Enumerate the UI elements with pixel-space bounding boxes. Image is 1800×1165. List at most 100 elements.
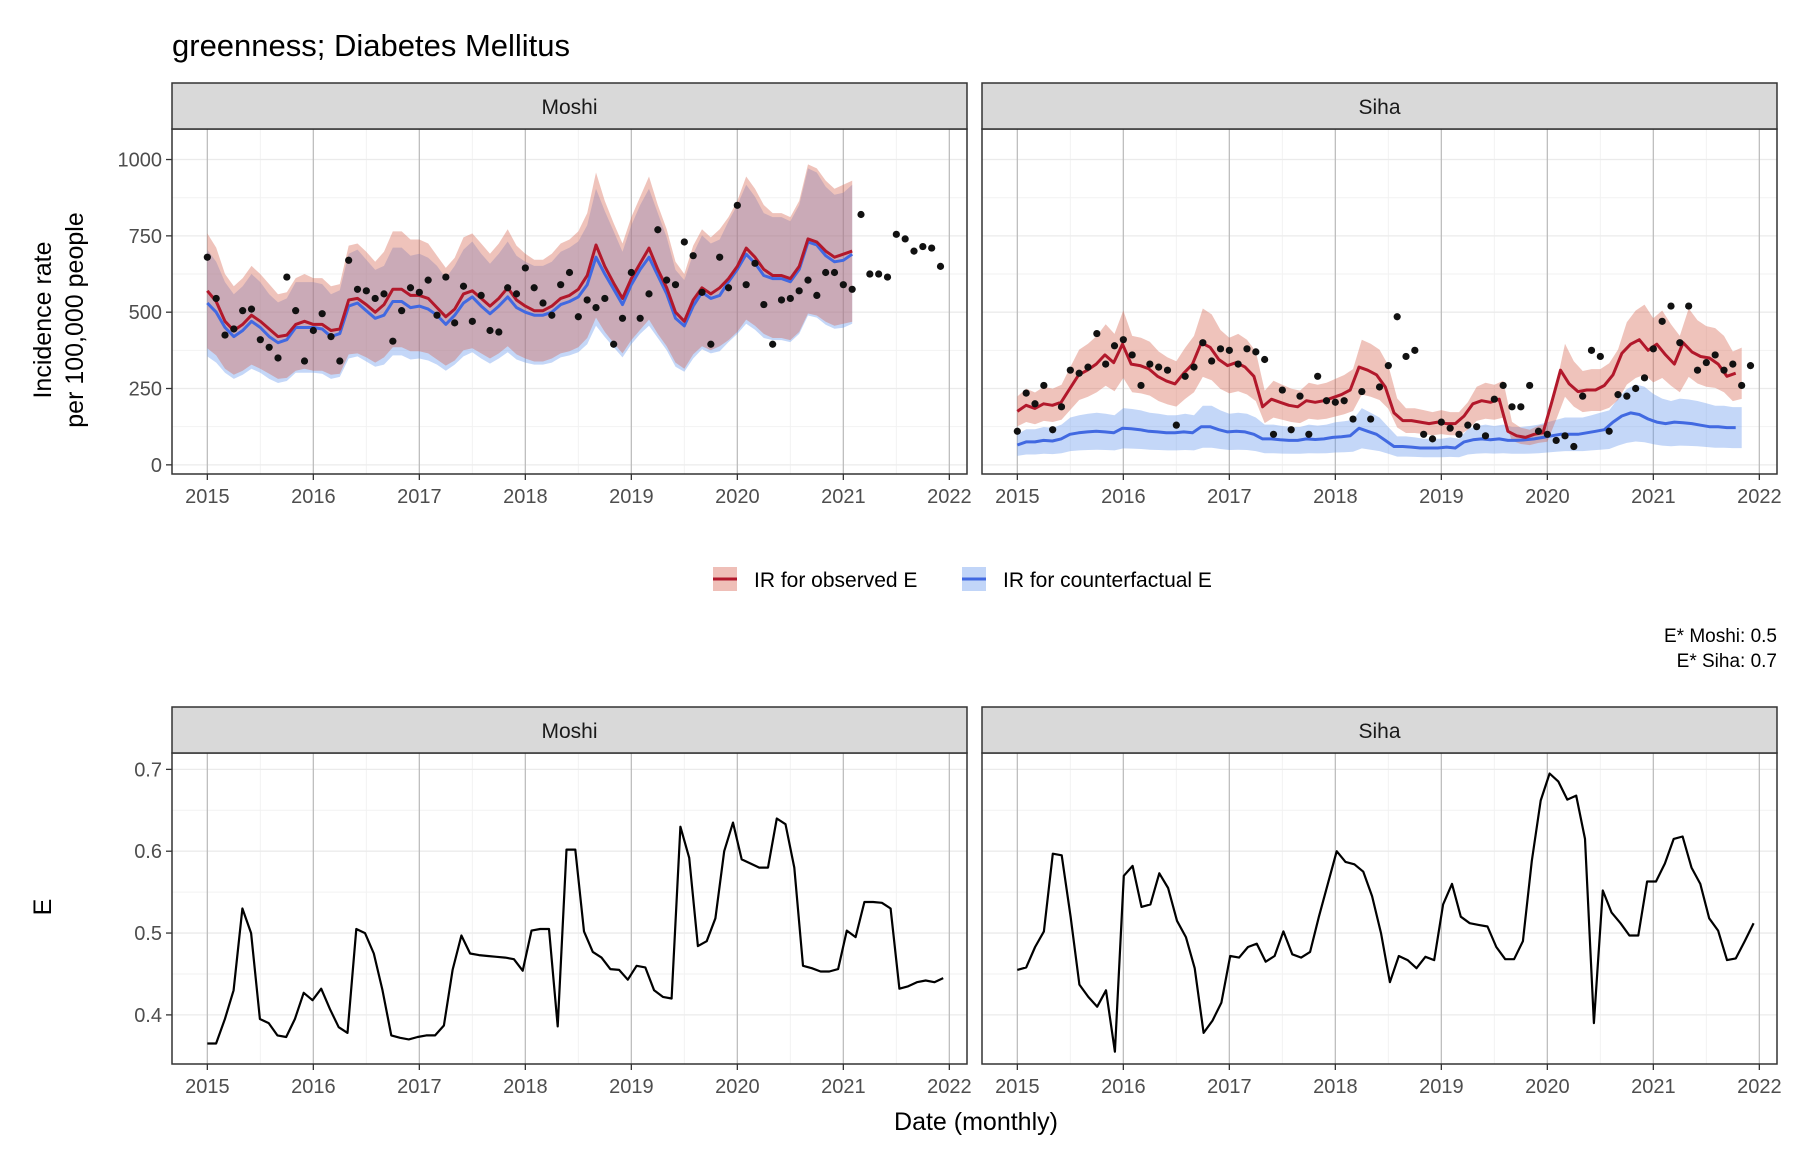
- x-tick-label: 2015: [185, 486, 230, 508]
- data-point: [1314, 372, 1322, 380]
- data-point: [256, 336, 264, 344]
- data-point: [769, 340, 777, 348]
- data-point: [1013, 427, 1021, 435]
- data-point: [1278, 386, 1286, 394]
- x-tick-label: 2021: [821, 1076, 866, 1098]
- data-point: [1490, 395, 1498, 403]
- data-point: [822, 268, 830, 277]
- data-point: [1393, 313, 1401, 321]
- data-point: [424, 276, 432, 284]
- data-point: [557, 281, 565, 289]
- strip-moshi-top: Moshi: [171, 82, 968, 130]
- data-point: [1605, 427, 1613, 435]
- observed-ci-band: [207, 164, 853, 379]
- data-point: [300, 357, 309, 365]
- data-point: [1375, 383, 1384, 391]
- x-tick-label: 2020: [715, 486, 760, 508]
- y-tick-label: 0: [151, 455, 162, 477]
- data-point: [627, 268, 635, 277]
- panel-siha-incidence: 2015 2016 2017 2018 2019 2020 2021 2022: [981, 128, 1782, 508]
- x-tick-label: 2019: [1419, 1076, 1464, 1098]
- caption-line-1: E* Moshi: 0.5: [1664, 626, 1777, 647]
- plot-area: [1013, 302, 1755, 458]
- data-point: [1199, 339, 1207, 347]
- x-tick-label: 2018: [1313, 486, 1358, 508]
- data-point: [283, 273, 291, 281]
- x-tick-label: 2022: [1737, 1076, 1782, 1098]
- data-point: [1526, 381, 1534, 390]
- data-point: [1172, 421, 1180, 429]
- data-point: [724, 284, 733, 292]
- data-point: [1702, 358, 1710, 367]
- data-point: [380, 290, 388, 298]
- data-point: [1570, 442, 1578, 451]
- data-point: [398, 307, 406, 315]
- legend-label-counterfactual: IR for counterfactual E: [1003, 569, 1212, 592]
- data-point: [1614, 391, 1622, 399]
- data-point: [1155, 363, 1163, 371]
- data-point: [936, 262, 945, 270]
- data-point: [610, 340, 618, 348]
- data-point: [1579, 392, 1587, 400]
- data-point: [1119, 336, 1127, 344]
- data-point: [1402, 352, 1410, 361]
- data-point: [1455, 430, 1463, 438]
- data-point: [636, 314, 644, 322]
- x-tick-label: 2021: [821, 486, 866, 508]
- x-tick-label: 2021: [1631, 486, 1676, 508]
- x-tick-label: 2017: [397, 486, 442, 508]
- data-point: [592, 304, 600, 312]
- data-point: [1208, 357, 1216, 365]
- plot-area: [207, 817, 944, 1045]
- x-tick-label: 2015: [995, 1076, 1040, 1098]
- data-point: [1049, 426, 1057, 434]
- observed-line: [1016, 338, 1737, 439]
- data-point: [583, 296, 591, 304]
- legend-key-counterfactual: [962, 567, 986, 591]
- y-tick-label: 0.5: [134, 923, 162, 945]
- data-point: [1190, 363, 1198, 371]
- data-point: [1358, 387, 1366, 396]
- data-point: [468, 317, 476, 325]
- x-tick-label: 2020: [715, 1076, 760, 1098]
- data-point: [433, 311, 441, 319]
- data-point: [1216, 345, 1225, 353]
- top-y-axis-title-line1: Incidence rate: [29, 241, 57, 398]
- strip-label: Siha: [1358, 720, 1400, 743]
- data-point: [1075, 369, 1083, 377]
- data-point: [477, 291, 485, 299]
- data-point: [548, 311, 556, 319]
- data-point: [1322, 397, 1331, 405]
- data-point: [1738, 381, 1746, 390]
- x-tick-label: 2019: [609, 486, 654, 508]
- data-point: [689, 252, 697, 260]
- data-point: [495, 328, 503, 336]
- data-point: [1534, 427, 1543, 435]
- data-point: [1066, 366, 1074, 374]
- e-line: [1017, 772, 1755, 1053]
- data-point: [327, 333, 335, 341]
- data-point: [813, 291, 821, 299]
- data-point: [671, 281, 680, 289]
- data-point: [1031, 400, 1039, 408]
- data-point: [857, 210, 865, 219]
- legend-key-observed: [713, 567, 737, 591]
- data-point: [1367, 415, 1375, 423]
- data-point: [486, 326, 494, 335]
- panel-border: [171, 752, 968, 1065]
- data-point: [203, 253, 211, 261]
- data-point: [345, 256, 353, 264]
- y-tick-label: 750: [129, 226, 162, 248]
- x-tick-label: 2017: [1207, 486, 1252, 508]
- x-tick-label: 2016: [1101, 486, 1146, 508]
- data-point: [1287, 426, 1295, 434]
- data-point: [786, 294, 794, 303]
- x-tick-label: 2016: [1101, 1076, 1146, 1098]
- data-point: [919, 242, 927, 251]
- x-tick-label: 2015: [995, 486, 1040, 508]
- data-point: [362, 287, 370, 295]
- data-point: [839, 281, 847, 289]
- data-point: [539, 299, 547, 307]
- data-point: [663, 276, 671, 284]
- strip-moshi-bottom: Moshi: [171, 706, 968, 754]
